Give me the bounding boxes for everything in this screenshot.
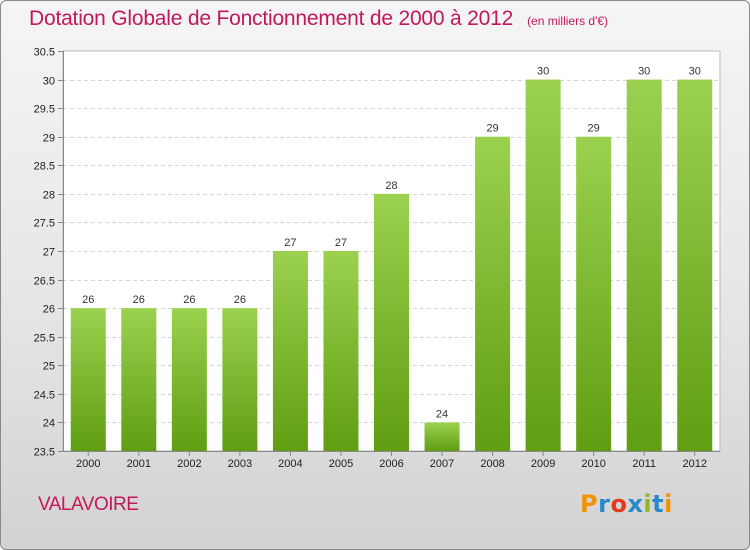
data-label: 28 bbox=[385, 180, 397, 192]
x-tick-label: 2012 bbox=[682, 458, 706, 470]
y-tick-label: 29 bbox=[43, 133, 55, 145]
logo-letter: t bbox=[652, 490, 665, 518]
y-tick-label: 24 bbox=[43, 418, 55, 430]
bar bbox=[525, 79, 561, 452]
data-label: 26 bbox=[183, 294, 195, 306]
y-tick-label: 24.5 bbox=[34, 390, 55, 402]
chart-header: Dotation Globale de Fonctionnement de 20… bbox=[29, 7, 608, 31]
bar bbox=[70, 308, 106, 451]
logo-letter: P bbox=[580, 490, 599, 518]
data-label: 26 bbox=[234, 294, 246, 306]
bar bbox=[222, 308, 258, 451]
y-tick-label: 25.5 bbox=[34, 333, 55, 345]
y-tick-label: 25 bbox=[43, 361, 55, 373]
data-label: 29 bbox=[486, 123, 498, 135]
y-tick-label: 26.5 bbox=[34, 276, 55, 288]
x-tick-label: 2009 bbox=[531, 458, 555, 470]
y-tick-label: 30.5 bbox=[34, 47, 55, 59]
data-label: 30 bbox=[537, 66, 549, 78]
y-tick-label: 30 bbox=[43, 76, 55, 88]
bar bbox=[475, 136, 511, 451]
proxiti-logo[interactable]: Proxiti bbox=[580, 490, 673, 518]
bar bbox=[677, 79, 713, 452]
y-tick-label: 28 bbox=[43, 190, 55, 202]
data-label: 30 bbox=[689, 66, 701, 78]
bar bbox=[424, 422, 460, 451]
x-tick-label: 2008 bbox=[480, 458, 504, 470]
data-label: 27 bbox=[284, 237, 296, 249]
y-tick-label: 28.5 bbox=[34, 161, 55, 173]
logo-letter: i bbox=[643, 490, 653, 518]
chart-subtitle: (en milliers d'€) bbox=[527, 14, 609, 28]
bar bbox=[272, 251, 308, 451]
x-tick-label: 2011 bbox=[632, 458, 656, 470]
data-label: 26 bbox=[133, 294, 145, 306]
logo-letter: o bbox=[610, 490, 628, 518]
data-label: 29 bbox=[588, 123, 600, 135]
chart-title: Dotation Globale de Fonctionnement de 20… bbox=[29, 7, 514, 30]
bar bbox=[171, 308, 207, 451]
logo-letter: i bbox=[664, 490, 673, 518]
y-tick-label: 23.5 bbox=[34, 447, 55, 459]
y-tick-label: 27 bbox=[43, 247, 55, 259]
bar bbox=[323, 251, 359, 451]
x-tick-label: 2006 bbox=[379, 458, 403, 470]
x-tick-label: 2007 bbox=[430, 458, 454, 470]
commune-name: VALAVOIRE bbox=[38, 494, 139, 515]
bar bbox=[626, 79, 662, 452]
x-tick-label: 2003 bbox=[228, 458, 252, 470]
x-tick-label: 2002 bbox=[177, 458, 201, 470]
y-tick-label: 29.5 bbox=[34, 104, 55, 116]
logo-letter: r bbox=[598, 490, 611, 518]
y-tick-label: 27.5 bbox=[34, 218, 55, 230]
data-label: 27 bbox=[335, 237, 347, 249]
data-label: 24 bbox=[436, 408, 448, 420]
x-tick-label: 2004 bbox=[278, 458, 302, 470]
x-tick-label: 2001 bbox=[127, 458, 151, 470]
bar bbox=[576, 136, 612, 451]
y-tick-label: 26 bbox=[43, 304, 55, 316]
x-tick-label: 2010 bbox=[581, 458, 605, 470]
bar bbox=[374, 193, 409, 451]
x-tick-label: 2005 bbox=[329, 458, 353, 470]
bar bbox=[121, 308, 157, 451]
data-label: 30 bbox=[638, 66, 650, 78]
logo-letter: x bbox=[627, 490, 644, 518]
data-label: 26 bbox=[82, 294, 94, 306]
x-tick-label: 2000 bbox=[76, 458, 100, 470]
